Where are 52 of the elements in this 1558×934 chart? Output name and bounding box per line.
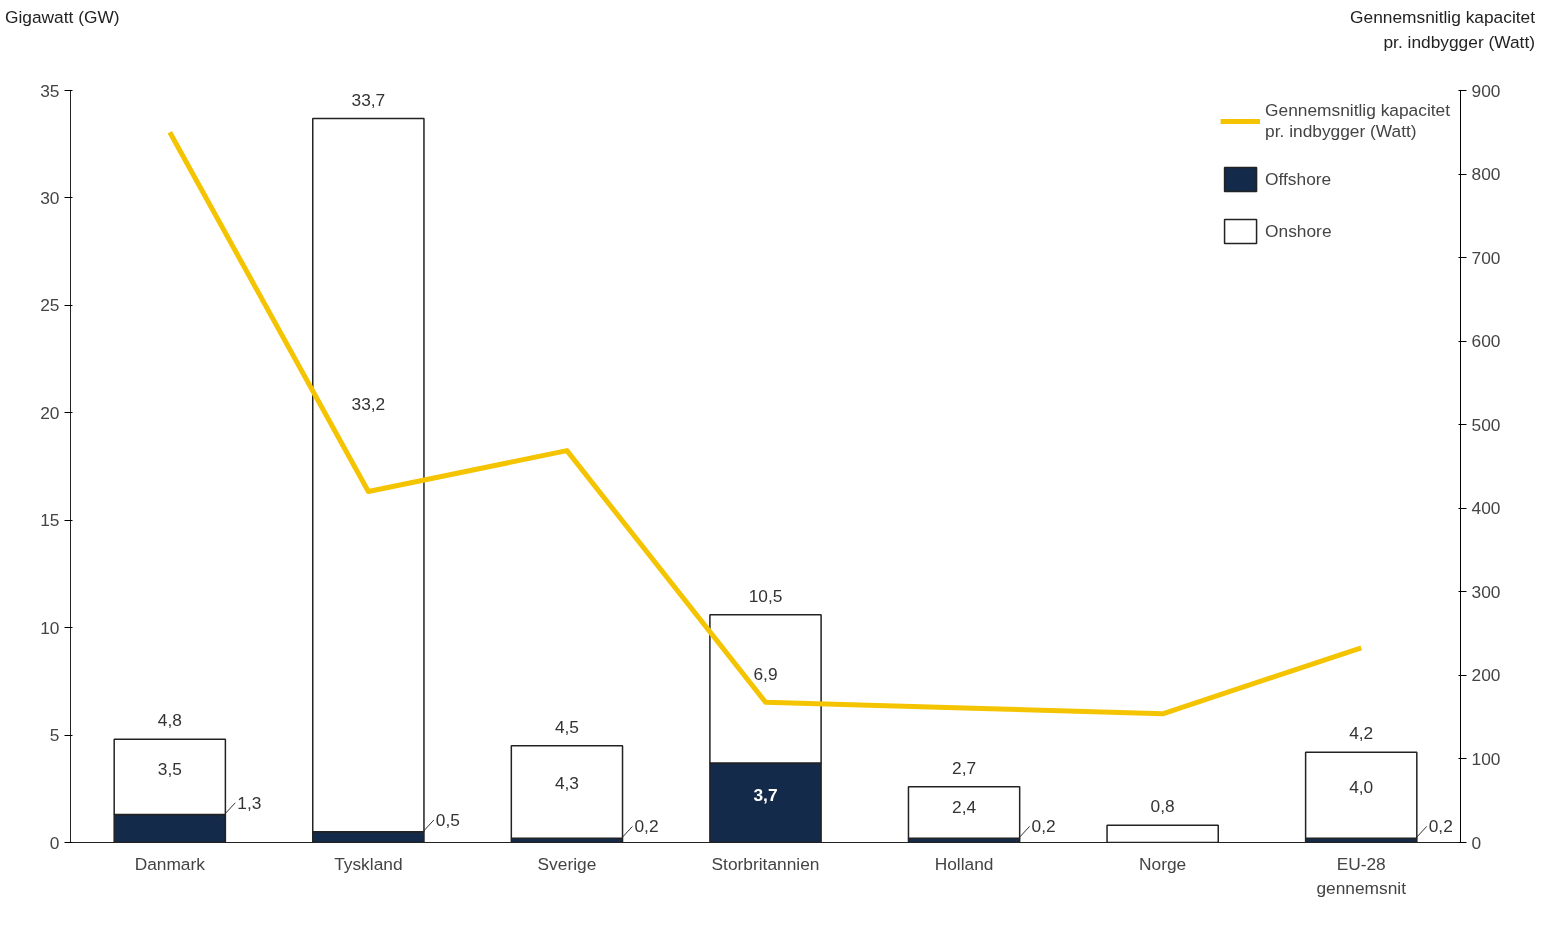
x-tick-label: Danmark [134,853,206,874]
y2-tick-label: 400 [1471,498,1501,519]
y2-tick-label: 100 [1471,748,1501,769]
x-tick-label: Holland [934,853,994,874]
y2-tick-label: 300 [1471,581,1501,602]
y2-tick-label: 700 [1471,247,1501,268]
data-label: 3,7 [753,784,778,805]
legend-label: Onshore [1265,220,1332,242]
legend-label: Gennemsnitlig kapacitet pr. indbygger (Watt) [1265,100,1450,142]
data-label: 6,9 [753,664,778,685]
y-tick-label: 10 [40,617,60,638]
y2-tick-label: 0 [1471,832,1482,853]
y-tick-label: 15 [40,510,60,531]
data-label: 0,2 [634,816,659,837]
y-tick-label: 35 [40,80,60,101]
y-tick-label: 25 [40,295,60,316]
data-label: 4,0 [1349,776,1374,797]
x-tick-label: Sverige [537,853,597,874]
total-label: 10,5 [748,585,783,606]
y-tick-label: 20 [40,402,60,423]
y-tick-label: 30 [40,187,60,208]
total-label: 33,7 [351,89,386,110]
bar [1304,751,1418,839]
y2-tick-label: 900 [1471,80,1501,101]
data-label: 0,2 [1428,816,1453,837]
y2-tick-label: 200 [1471,665,1501,686]
total-label: 4,8 [157,710,182,731]
data-label: 0,2 [1031,816,1056,837]
y2-tick-label: 500 [1471,414,1501,435]
data-label: 33,2 [351,393,386,414]
y-tick-label: 5 [49,725,60,746]
total-label: 4,5 [554,716,579,737]
data-label: 4,3 [554,772,579,793]
x-tick-label: Storbritannien [711,853,820,874]
bar [907,785,1021,839]
y-axis-title: Gigawatt (GW) [5,6,120,29]
x-tick-label: Tyskland [334,853,403,874]
data-label: 0,5 [435,809,460,830]
total-label: 2,7 [952,757,977,778]
x-tick-label: Norge [1139,853,1187,874]
legend-label: Offshore [1265,168,1332,190]
y2-tick-label: 800 [1471,164,1501,185]
data-label: 1,3 [237,792,262,813]
y-tick-label: 0 [49,832,60,853]
y2-tick-label: 600 [1471,331,1501,352]
total-label: 0,8 [1150,796,1175,817]
total-label: 4,2 [1349,723,1374,744]
data-label: 2,4 [952,797,977,818]
bar [510,745,624,839]
y2-axis-title: Gennemsnitlig kapacitet pr. indbygger (Watt) [1350,6,1535,54]
x-tick-label: EU-28 gennemsnit [1316,853,1407,898]
data-label: 3,5 [157,759,182,780]
